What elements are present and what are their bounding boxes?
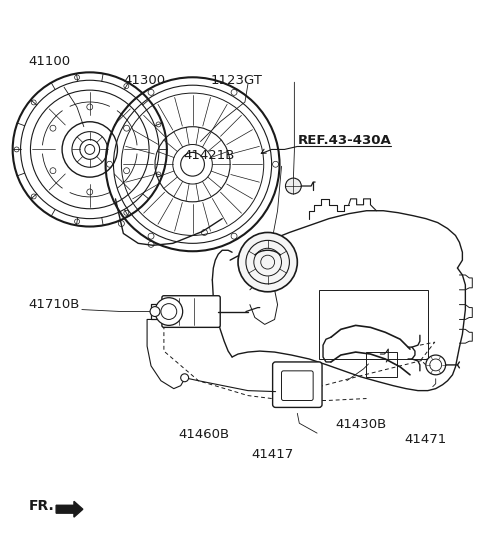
Text: 41430B: 41430B [335,419,386,431]
Circle shape [150,307,160,317]
Circle shape [286,178,301,194]
Text: 41710B: 41710B [28,298,80,311]
Circle shape [155,298,183,325]
Text: 41300: 41300 [123,74,166,87]
FancyBboxPatch shape [273,362,322,408]
Text: REF.43-430A: REF.43-430A [297,134,391,147]
Circle shape [426,355,445,375]
Text: 41460B: 41460B [179,428,230,441]
Text: 41100: 41100 [28,54,71,68]
Text: FR.: FR. [28,499,54,513]
Text: 41421B: 41421B [184,149,235,162]
Polygon shape [56,501,83,517]
Text: 41417: 41417 [252,448,294,461]
Text: 41471: 41471 [404,433,446,446]
FancyBboxPatch shape [162,296,220,328]
Circle shape [180,374,189,381]
Text: 1123GT: 1123GT [210,74,262,87]
Circle shape [238,233,297,292]
FancyBboxPatch shape [281,371,313,401]
